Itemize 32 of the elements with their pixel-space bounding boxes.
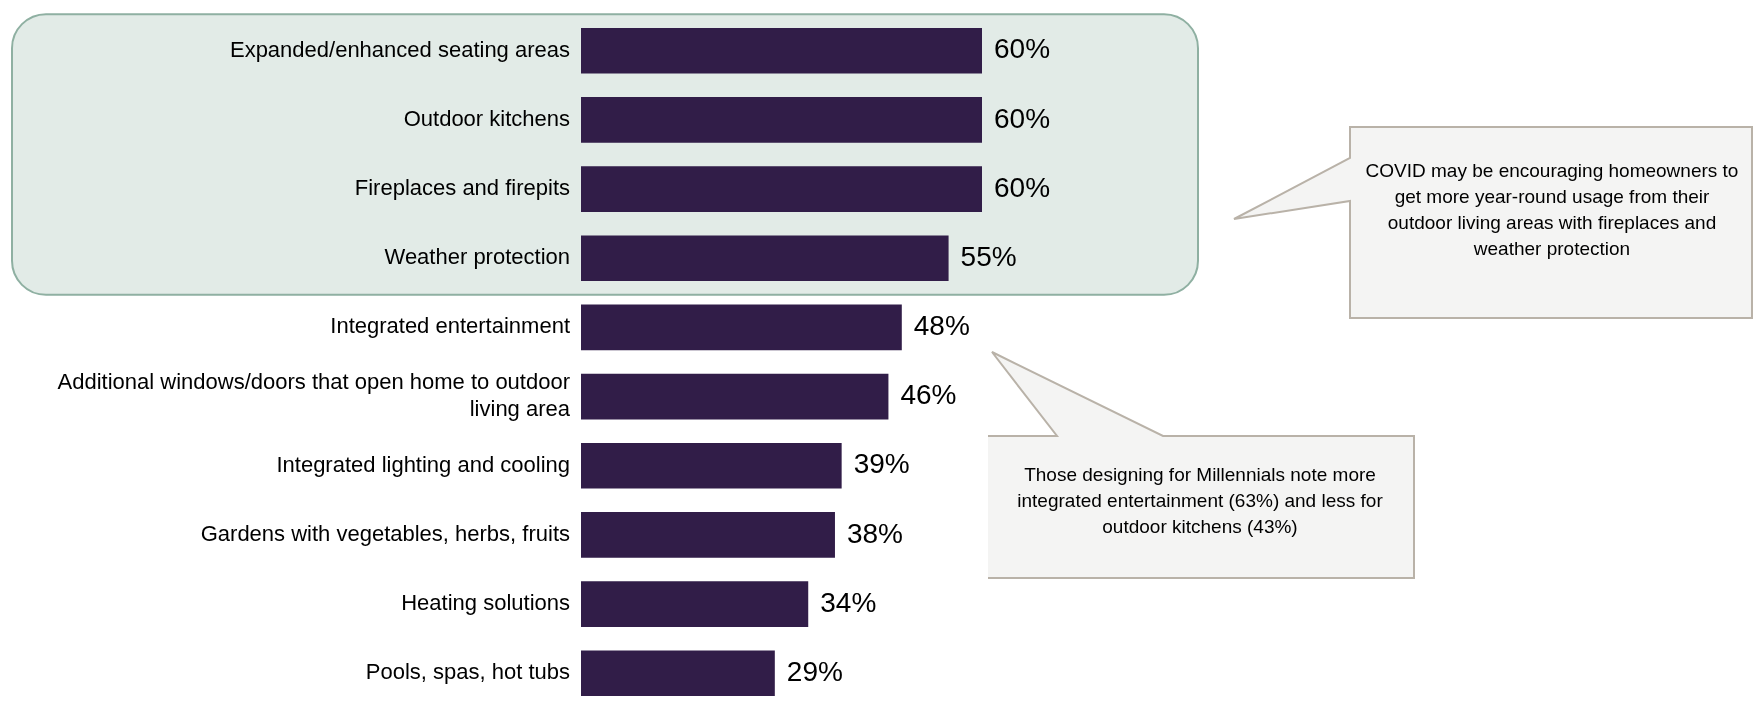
bar xyxy=(581,304,902,351)
data-label: 46% xyxy=(900,379,957,411)
bar xyxy=(581,442,842,489)
y-tick-label: Heating solutions xyxy=(401,590,570,616)
bar xyxy=(581,581,809,627)
y-tick-label: Pools, spas, hot tubs xyxy=(365,659,570,685)
data-label: 29% xyxy=(786,655,843,687)
data-label: 55% xyxy=(960,240,1017,272)
y-tick-label: Integrated entertainment xyxy=(330,313,570,339)
y-tick-label: Integrated lighting and cooling xyxy=(276,451,570,477)
bar xyxy=(581,512,835,558)
y-tick-label: Outdoor kitchens xyxy=(403,106,570,131)
y-tick-label: Expanded/enhanced seating areas xyxy=(229,36,570,62)
y-tick-label: Weather protection xyxy=(384,244,570,270)
bar xyxy=(581,97,982,143)
data-label: 38% xyxy=(846,517,904,549)
bar xyxy=(581,166,982,212)
y-tick-label: Fireplaces and firepits xyxy=(354,175,570,201)
data-label: 60% xyxy=(994,33,1051,65)
y-tick-label: Gardens with vegetables, herbs, fruits xyxy=(200,520,570,546)
bar xyxy=(581,27,982,74)
data-label: 34% xyxy=(820,586,877,618)
y-tick-label: Additional windows/doors that open home to outdoor living area xyxy=(57,369,571,421)
bar xyxy=(581,650,775,697)
data-label: 60% xyxy=(994,171,1051,203)
data-label: 48% xyxy=(913,310,970,342)
text: Those designing for Millennials note more integrated entertainment (63%) and less for outdoor kitchens (43%) xyxy=(1016,463,1384,539)
bar xyxy=(581,235,949,282)
data-label: 39% xyxy=(853,448,910,480)
bar xyxy=(581,373,889,420)
data-label: 60% xyxy=(994,102,1051,134)
text: COVID may be encouraging homeowners to get more year-round usage from their outdoor living areas with fireplaces and weather protection xyxy=(1364,159,1740,261)
